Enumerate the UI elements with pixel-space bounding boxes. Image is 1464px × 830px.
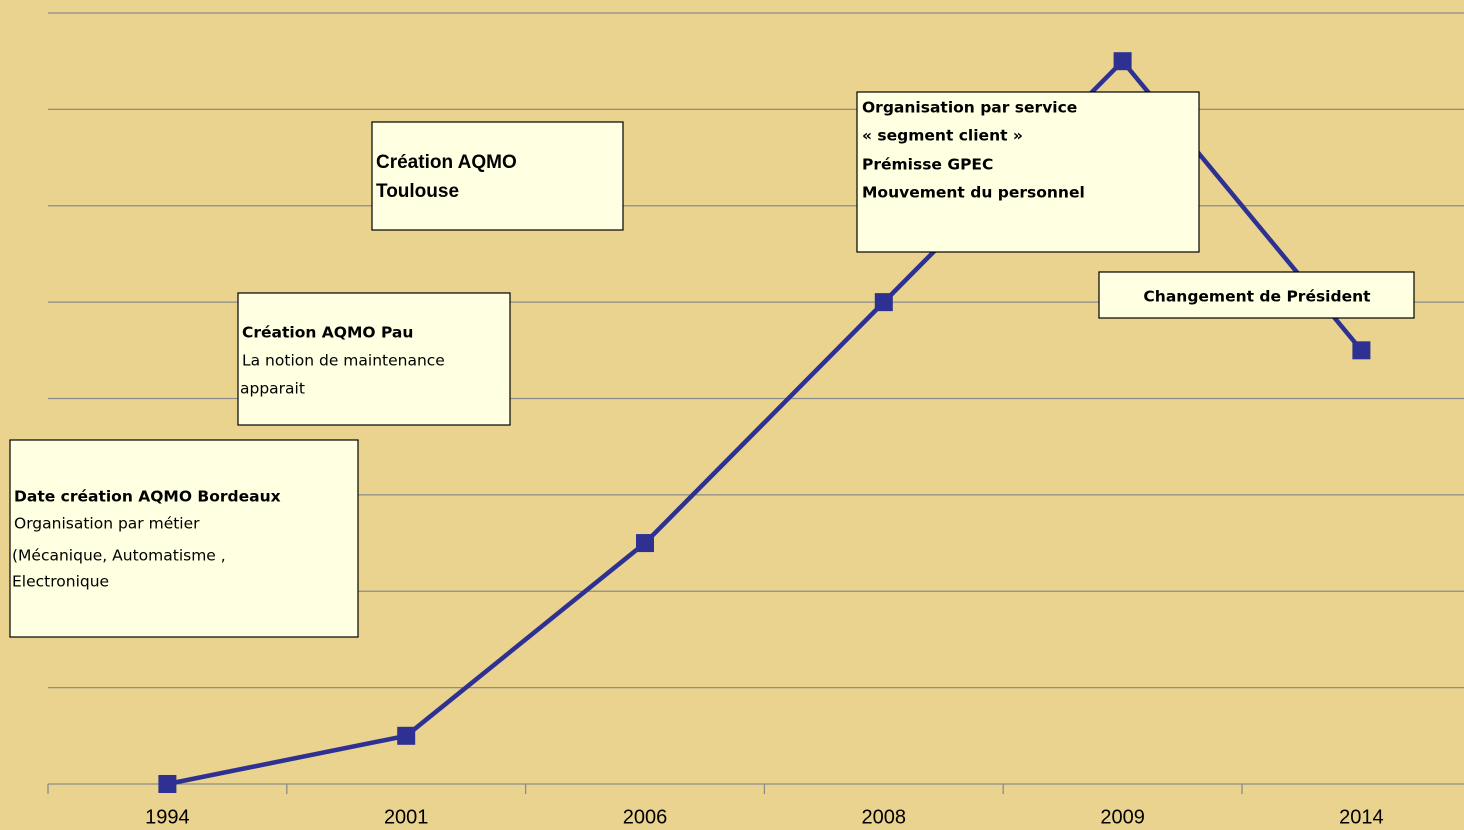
marker	[1352, 341, 1371, 360]
annotation-box	[856, 91, 1200, 253]
x-tick-label: 2009	[1100, 806, 1145, 828]
annotation-text: Création AQMO	[376, 152, 517, 173]
x-tick-label: 2001	[384, 806, 429, 828]
annotation-text: « segment client »	[862, 127, 1023, 145]
marker	[874, 293, 893, 312]
annotation-text: (Mécanique, Automatisme ,	[12, 547, 226, 565]
annotation-box	[371, 121, 624, 231]
marker	[397, 726, 416, 745]
annotations: Organisation par service « segment client…	[856, 91, 1415, 319]
annotation-text: Prémisse GPEC	[862, 156, 993, 174]
annotation-text: Electronique	[12, 573, 109, 591]
annotation-text: apparait	[240, 380, 305, 398]
x-tick-label: 1994	[145, 806, 190, 828]
annotation-text: Mouvement du personnel	[862, 184, 1085, 202]
annotation-text: Date création AQMO Bordeaux	[14, 488, 281, 506]
x-tick-label: 2006	[623, 806, 668, 828]
x-tick-label: 2008	[862, 806, 907, 828]
annotation-box	[237, 292, 511, 426]
x-axis: 1994 2001 2006 2008 2009 2014	[47, 784, 1384, 828]
annotation-text: Changement de Président	[1143, 288, 1371, 306]
annotation-text: Organisation par service	[862, 99, 1077, 117]
annotations: Date création AQMO Bordeaux Organisation…	[9, 121, 624, 638]
marker	[158, 775, 177, 793]
annotation-text: La notion de maintenance	[242, 352, 445, 370]
annotation-text: Toulouse	[376, 181, 459, 202]
annotation-box	[1098, 271, 1415, 319]
marker	[636, 534, 654, 553]
annotation-text: Organisation par métier	[14, 515, 200, 533]
marker	[1113, 52, 1132, 71]
annotation-box	[9, 439, 359, 638]
x-tick-label: 2014	[1339, 806, 1384, 828]
annotation-text: Création AQMO Pau	[242, 324, 413, 342]
